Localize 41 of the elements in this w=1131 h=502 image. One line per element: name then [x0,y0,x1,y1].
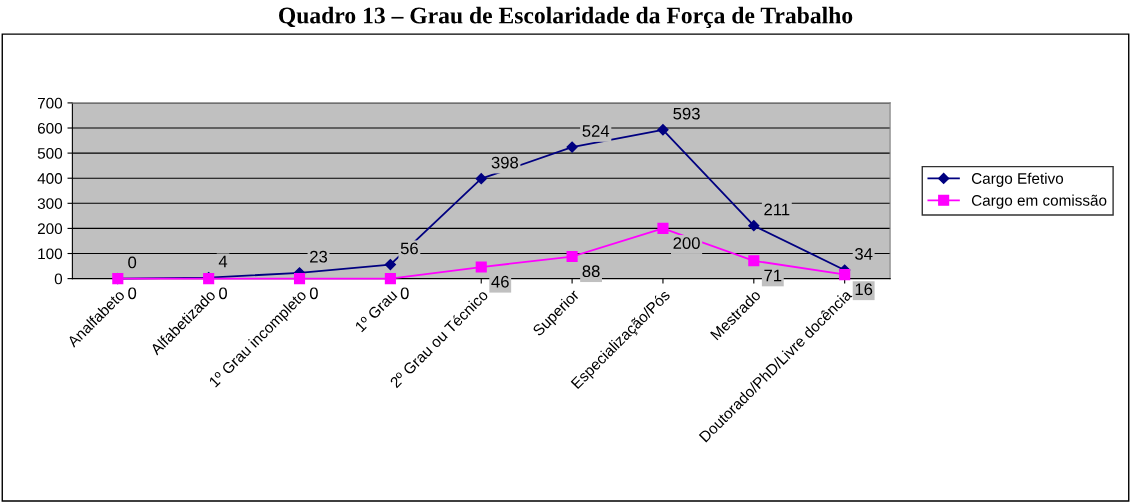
data-label: 46 [491,275,509,288]
y-tick-label: 0 [54,273,63,285]
point [748,220,760,232]
data-label: 398 [491,156,519,169]
point [566,141,578,153]
legend-label: Cargo em comissão [971,194,1107,209]
point [657,222,669,234]
data-label: 88 [582,265,600,278]
y-tick-label: 200 [37,223,63,235]
data-label: 0 [219,287,228,300]
data-label: 211 [764,203,790,216]
point [384,258,396,271]
point [839,269,851,281]
y-tick-label: 700 [37,97,63,109]
point [657,124,669,136]
data-label: 23 [310,250,328,263]
data-label: 71 [764,269,782,282]
point [566,250,578,263]
y-tick-label: 100 [38,248,63,260]
data-label: 0 [400,287,409,300]
data-label: 0 [128,287,137,300]
data-label: 56 [400,242,418,255]
point [384,273,396,285]
legend-label: Cargo Efetivo [971,172,1064,187]
point [293,273,306,285]
data-label: 200 [673,237,700,249]
y-tick-label: 400 [37,173,63,184]
chart-title: Quadro 13 – Grau de Escolaridade da Força de Trabalho [279,6,853,29]
y-tick-label: 300 [37,198,63,209]
y-tick-label: 600 [37,122,63,134]
data-label: 4 [218,255,228,268]
data-label: 0 [309,287,318,300]
y-tick-label: 500 [37,147,63,159]
data-label: 524 [582,125,610,137]
data-label: 593 [673,107,700,120]
point [475,261,487,273]
point [748,255,760,267]
data-label: 16 [855,283,873,296]
point [475,173,487,185]
data-label: 0 [128,256,137,269]
data-label: 34 [855,248,873,260]
